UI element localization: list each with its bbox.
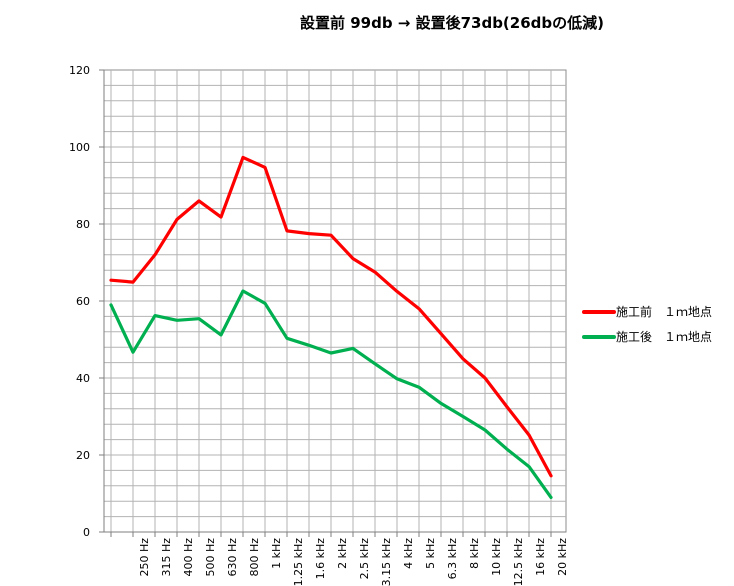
x-tick-label: 2.5 kHz [358, 538, 371, 580]
x-tick-label: 250 Hz [138, 538, 151, 577]
x-tick-label: 400 Hz [182, 538, 195, 577]
legend-label-2: 施工後 １ｍ地点 [616, 330, 712, 344]
x-tick-label: 630 Hz [226, 538, 239, 577]
x-tick-label: 6.3 kHz [446, 538, 459, 580]
x-tick-label: 4 kHz [402, 538, 415, 569]
series-group [109, 155, 553, 499]
y-axis-ticks: 0 20 40 60 80 100 120 [69, 64, 104, 539]
x-tick-label: 1 kHz [270, 538, 283, 569]
x-tick-label: 20 kHz [556, 538, 569, 576]
x-tick-label: 8 kHz [468, 538, 481, 569]
x-tick-label: 1.25 kHz [292, 538, 305, 586]
x-tick-label: 1.6 kHz [314, 538, 327, 580]
x-tick-label: 12.5 kHz [512, 538, 525, 586]
x-axis-ticks: 250 Hz 315 Hz 400 Hz 500 Hz 630 Hz 800 Hz 1 kH… [110, 532, 569, 586]
x-tick-label: 3.15 kHz [380, 538, 393, 586]
y-tick-label: 40 [76, 372, 90, 385]
chart-title: 設置前 99db → 設置後73db(26dbの低減) [300, 14, 604, 32]
y-tick-label: 20 [76, 449, 90, 462]
x-tick-label: 16 kHz [534, 538, 547, 576]
x-tick-label: 315 Hz [160, 538, 173, 577]
legend-label-1: 施工前 １ｍ地点 [616, 304, 712, 319]
x-tick-label: 500 Hz [204, 538, 217, 577]
y-tick-label: 80 [76, 218, 90, 231]
y-tick-label: 100 [69, 141, 90, 154]
y-tick-label: 120 [69, 64, 90, 77]
y-tick-label: 60 [76, 295, 90, 308]
x-tick-label: 5 kHz [424, 538, 437, 569]
x-tick-label: 2 kHz [336, 538, 349, 569]
x-tick-label: 10 kHz [490, 538, 503, 576]
x-tick-label: 800 Hz [248, 538, 261, 577]
y-tick-label: 0 [83, 526, 90, 539]
